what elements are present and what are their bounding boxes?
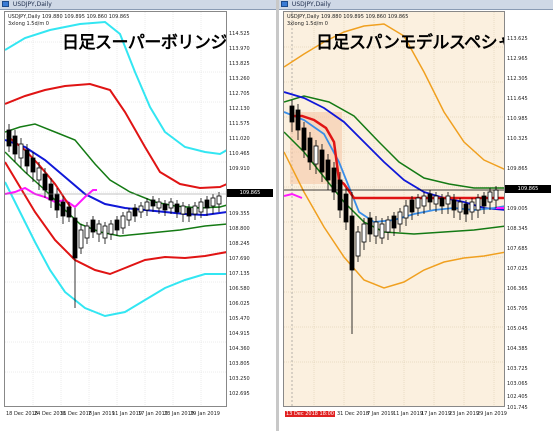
y-tick: 112.965 [507,56,528,62]
x-tick: 23 Jan 2019 [449,411,479,417]
left-chart-info-ohlc: USDJPY,Daily 109.880 109.895 109.860 109… [8,14,130,20]
left-chart-title: USDJPY,Daily [12,1,52,8]
y-tick: 106.580 [229,286,250,292]
current-price-tag: 109.865 [505,185,551,193]
x-tick: 7 Jan 2019 [88,411,115,417]
y-tick: 105.705 [507,306,528,312]
y-tick: 104.915 [229,331,250,337]
y-tick: 110.985 [507,116,528,122]
y-tick: 101.745 [507,405,528,411]
y-tick: 109.910 [229,166,250,172]
super-bollinger-chart [5,12,226,406]
x-tick: 24 Dec 2018 [34,411,66,417]
y-tick: 113.970 [229,46,250,52]
y-tick: 107.690 [229,256,250,262]
y-tick: 110.325 [507,136,528,142]
y-tick: 114.525 [229,31,250,37]
span-green-upper [284,95,504,189]
candlesticks [6,124,222,308]
y-tick: 113.260 [229,76,250,82]
candlesticks [289,100,499,334]
y-tick: 110.465 [229,151,250,157]
y-tick: 103.725 [507,366,528,372]
left-price-axis[interactable]: 114.525 113.970 113.825 113.260 112.705 … [227,11,276,407]
y-tick: 102.405 [507,394,528,400]
x-tick: 17 Jan 2019 [138,411,168,417]
y-tick: 105.470 [229,316,250,322]
y-tick: 108.245 [229,241,250,247]
span-orange-upper [284,23,504,170]
y-tick: 107.025 [507,266,528,272]
y-tick: 107.135 [229,271,250,277]
time-marker-label: 13 Dec 2018 18:00 [285,411,335,417]
left-chart-plot-area[interactable]: USDJPY,Daily 109.880 109.895 109.860 109… [4,11,227,407]
chart-window-icon [2,1,9,7]
right-chart-info-indicator: 3xlong 1.5d/m 0 [287,21,328,27]
x-tick: 31 Dec 2018 [337,411,369,417]
y-tick: 113.825 [229,61,250,67]
y-tick: 109.005 [507,206,528,212]
y-tick: 108.345 [507,226,528,232]
y-tick: 102.695 [229,391,250,397]
right-chart-title: USDJPY,Daily [291,1,331,8]
y-tick: 109.865 [507,166,528,172]
y-tick: 113.625 [507,36,528,42]
x-tick: 23 Jan 2019 [164,411,194,417]
y-tick: 112.130 [229,106,250,112]
y-tick: 109.355 [229,211,250,217]
y-tick: 111.020 [229,136,250,142]
x-tick: 18 Dec 2018 [6,411,38,417]
y-tick: 103.250 [229,376,250,382]
span-model-chart [284,12,504,406]
y-tick: 111.645 [507,96,528,102]
right-time-axis[interactable]: 13 Dec 2018 18:00 31 Dec 2018 7 Jan 2019… [283,407,507,431]
y-tick: 105.045 [507,326,528,332]
left-chart-window[interactable]: USDJPY,Daily [0,0,276,431]
bollinger-upper-3sigma [5,20,226,156]
bollinger-lower-2sigma [5,161,226,276]
span-blue-baseline [284,91,504,211]
y-tick: 112.305 [507,76,528,82]
y-tick: 112.705 [229,91,250,97]
left-chart-overlay-title: 日足スーパーボリンジャー [62,33,226,53]
x-tick: 11 Jan 2019 [393,411,423,417]
x-tick: 31 Dec 2018 [60,411,92,417]
y-tick: 106.025 [229,301,250,307]
right-chart-overlay-title: 日足スパンモデルスペシャル [316,33,504,53]
y-tick: 107.685 [507,246,528,252]
window-splitter[interactable] [276,0,279,431]
right-chart-window[interactable]: USDJPY,Daily [279,0,553,431]
y-tick: 104.360 [229,346,250,352]
right-chart-plot-area[interactable]: USDJPY,Daily 109.880 109.895 109.860 109… [283,11,505,407]
x-tick: 17 Jan 2019 [421,411,451,417]
span-orange-lower [284,151,504,289]
bollinger-lower-3sigma [5,181,226,318]
right-chart-info-ohlc: USDJPY,Daily 109.880 109.895 109.860 109… [287,14,409,20]
left-chart-title-bar[interactable]: USDJPY,Daily [0,0,276,10]
x-tick: 11 Jan 2019 [112,411,142,417]
x-tick: 29 Jan 2019 [477,411,507,417]
current-price-tag: 109.865 [227,189,273,197]
y-tick: 111.575 [229,121,250,127]
right-chart-title-bar[interactable]: USDJPY,Daily [279,0,553,10]
y-tick: 103.065 [507,381,528,387]
y-tick: 106.365 [507,286,528,292]
y-tick: 108.800 [229,226,250,232]
x-tick: 7 Jan 2019 [367,411,394,417]
x-tick: 29 Jan 2019 [190,411,220,417]
left-chart-info-indicator: 3xlong 1.5d/m 0 [8,21,49,27]
left-time-axis[interactable]: 18 Dec 2018 24 Dec 2018 31 Dec 2018 7 Ja… [4,407,227,431]
bollinger-upper-2sigma [5,82,226,190]
y-tick: 103.805 [229,361,250,367]
span-red-line [292,114,504,200]
chart-window-icon [281,1,288,7]
span-magenta-line [284,192,303,199]
right-price-axis[interactable]: 113.625 112.965 112.305 111.645 110.985 … [505,11,553,411]
y-tick: 104.385 [507,346,528,352]
